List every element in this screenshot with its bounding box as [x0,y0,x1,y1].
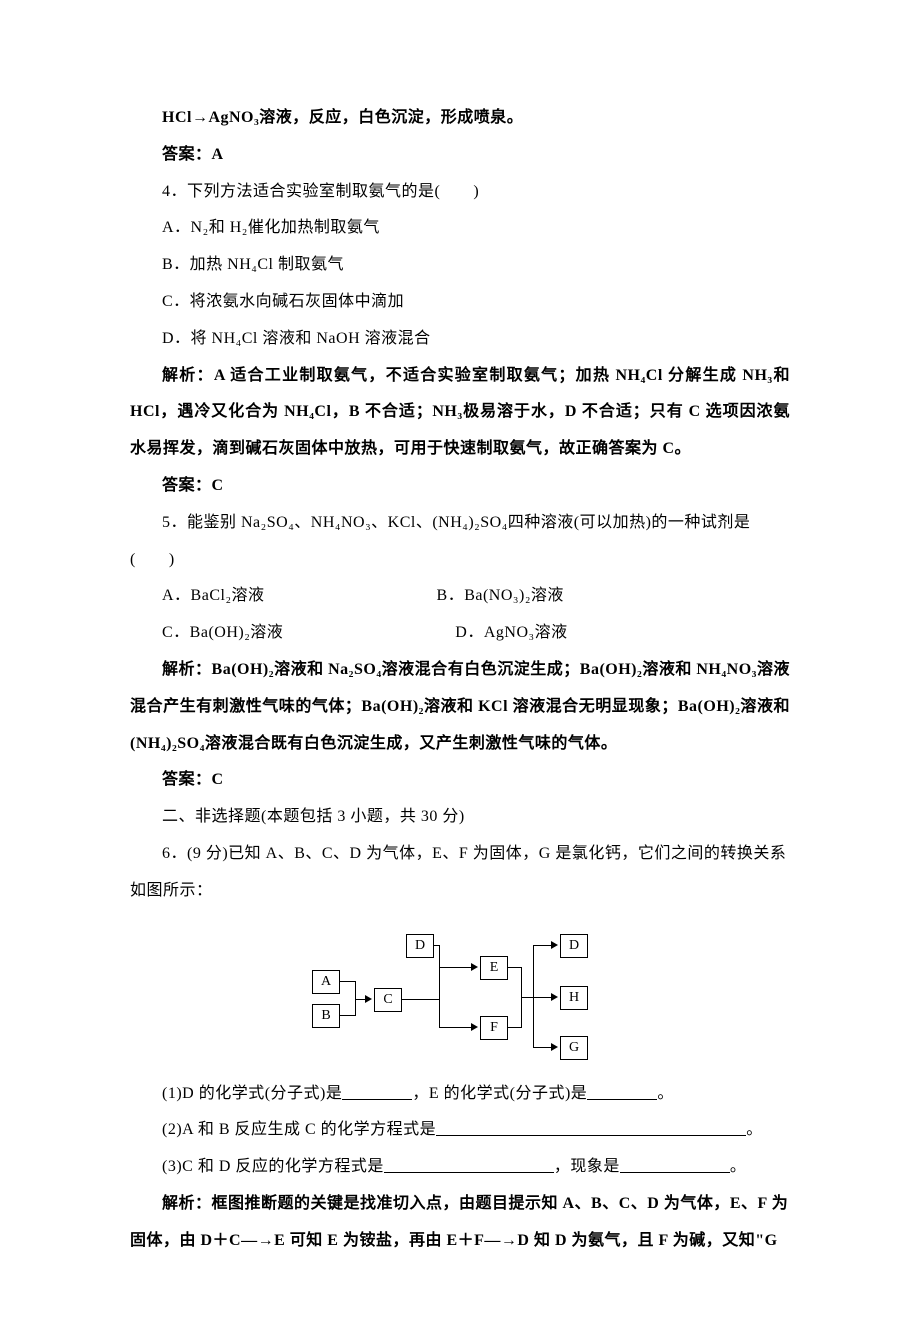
edge [521,997,533,998]
arrow-icon [365,995,372,1003]
answer-value: C [212,771,224,788]
arrow-icon [471,963,478,971]
answer-label: 答案： [162,477,212,494]
node-d-right: D [560,934,588,958]
q5-options-row2: C．Ba(OH)₂溶液 D．AgNO₃溶液 [130,615,790,652]
edge [439,1000,440,1028]
q6-sub2-b: 。 [746,1121,763,1138]
edge [533,997,553,998]
q5-option-a: A．BaCl₂溶液 [162,587,265,604]
answer-value: C [212,477,224,494]
arrow-icon [471,1023,478,1031]
q5-option-b: B．Ba(NO₃)₂溶液 [405,578,564,615]
q4-analysis: 解析：A 适合工业制取氨气，不适合实验室制取氨气；加热 NH₄Cl 分解生成 N… [130,358,790,468]
blank-input[interactable] [384,1171,554,1173]
q5-options-row1: A．BaCl₂溶液 B．Ba(NO₃)₂溶液 [130,578,790,615]
arrow-icon [551,1043,558,1051]
q5-analysis: 解析：Ba(OH)₂溶液和 Na₂SO₄溶液混合有白色沉淀生成；Ba(OH)₂溶… [130,652,790,762]
edge [533,1047,553,1048]
node-c: C [374,988,402,1012]
q6-sub3-c: 。 [730,1158,747,1175]
node-h: H [560,986,588,1010]
arrow-icon [551,941,558,949]
prelude-line: HCl→AgNO₃溶液，反应，白色沉淀，形成喷泉。 [130,100,790,137]
blank-input[interactable] [342,1098,412,1100]
edge [439,967,473,968]
q6-sub2-a: (2)A 和 B 反应生成 C 的化学方程式是 [162,1121,436,1138]
arrow-icon [551,993,558,1001]
q6-sub3-b: ，现象是 [554,1158,620,1175]
blank-input[interactable] [620,1171,730,1173]
node-g: G [560,1036,588,1060]
node-b: B [312,1004,340,1028]
q6-sub2: (2)A 和 B 反应生成 C 的化学方程式是 。 [130,1112,790,1149]
blank-input[interactable] [436,1134,746,1136]
q4-option-a: A．N₂和 H₂催化加热制取氨气 [130,210,790,247]
edge [439,945,440,1000]
q6-sub3-a: (3)C 和 D 反应的化学方程式是 [162,1158,384,1175]
edge [533,945,553,946]
edge [507,1027,521,1028]
q6-analysis-a: 解析：框图推断题的关键是找准切入点，由题目提示知 A、B、C、D 为气体，E、F… [130,1186,790,1223]
q4-option-d: D．将 NH₄Cl 溶液和 NaOH 溶液混合 [130,321,790,358]
edge [439,1027,473,1028]
answer-label: 答案： [162,146,212,163]
q4-option-c: C．将浓氨水向碱石灰固体中滴加 [130,284,790,321]
flowchart-wrap: A B C D E F D H G [130,918,790,1068]
q6-stem-b: 如图所示： [130,873,790,910]
q6-sub1-c: 。 [657,1085,674,1102]
node-a: A [312,970,340,994]
node-d-top: D [406,934,434,958]
q6-sub1-a: (1)D 的化学式(分子式)是 [162,1085,342,1102]
answer-1: 答案：A [130,137,790,174]
q6-sub1-b: ，E 的化学式(分子式)是 [412,1085,587,1102]
q5-option-c: C．Ba(OH)₂溶液 [162,624,283,641]
q6-sub3: (3)C 和 D 反应的化学方程式是 ，现象是 。 [130,1149,790,1186]
answer-label: 答案： [162,771,212,788]
q4-stem: 4．下列方法适合实验室制取氨气的是( ) [130,174,790,211]
q6-sub1: (1)D 的化学式(分子式)是 ，E 的化学式(分子式)是 。 [130,1076,790,1113]
node-e: E [480,956,508,980]
node-f: F [480,1016,508,1040]
edge [339,981,355,982]
q5-option-d: D．AgNO₃溶液 [423,615,567,652]
q6-analysis-b: 固体，由 D＋C―→E 可知 E 为铵盐，再由 E＋F―→D 知 D 为氨气，且… [130,1223,790,1260]
flowchart-diagram: A B C D E F D H G [300,918,620,1068]
q5-answer: 答案：C [130,762,790,799]
blank-input[interactable] [587,1098,657,1100]
q6-stem-a: 6．(9 分)已知 A、B、C、D 为气体，E、F 为固体，G 是氯化钙，它们之… [130,836,790,873]
q4-option-b: B．加热 NH₄Cl 制取氨气 [130,247,790,284]
q4-answer: 答案：C [130,468,790,505]
edge [507,967,521,968]
section-2-heading: 二、非选择题(本题包括 3 小题，共 30 分) [130,799,790,836]
edge [401,999,439,1000]
answer-value: A [212,146,224,163]
edge [339,1015,355,1016]
q5-stem: 5．能鉴别 Na₂SO₄、NH₄NO₃、KCl、(NH₄)₂SO₄四种溶液(可以… [130,505,790,579]
page-container: HCl→AgNO₃溶液，反应，白色沉淀，形成喷泉。 答案：A 4．下列方法适合实… [0,0,920,1320]
